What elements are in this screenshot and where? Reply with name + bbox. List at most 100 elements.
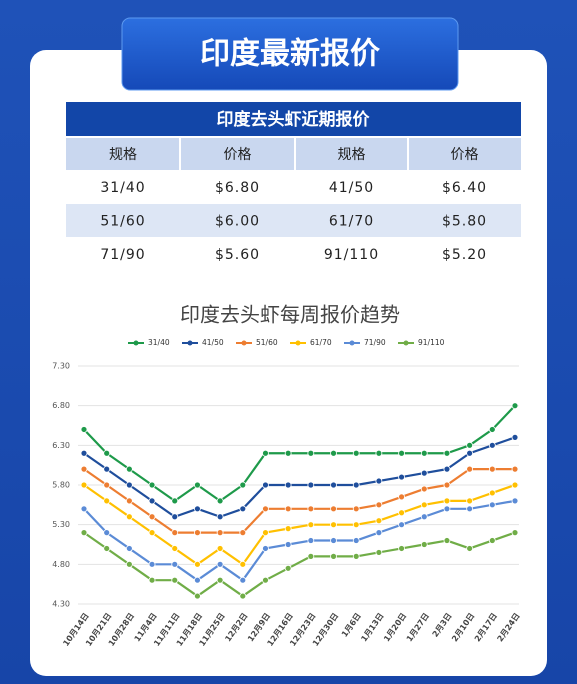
point: [239, 481, 247, 489]
point: [330, 521, 337, 529]
series-line: [83, 468, 515, 534]
point: [262, 449, 269, 457]
point: [103, 497, 111, 505]
point: [511, 465, 519, 473]
point: [171, 513, 179, 521]
cell: 71/90: [100, 247, 145, 263]
point: [103, 465, 111, 473]
legend-marker: [295, 340, 301, 346]
point: [80, 529, 88, 536]
point: [443, 449, 451, 457]
point: [171, 576, 179, 584]
legend-marker: [133, 340, 139, 346]
point: [352, 505, 360, 513]
y-tick-label: 5.80: [52, 481, 70, 490]
legend-label: 51/60: [256, 338, 278, 347]
point: [420, 449, 428, 457]
cell: 31/40: [100, 180, 145, 196]
point: [488, 537, 496, 544]
point: [262, 576, 269, 584]
point: [216, 529, 224, 536]
row-bg: [66, 204, 521, 237]
point: [466, 505, 474, 513]
point: [307, 553, 315, 560]
table-header-bg: [66, 138, 521, 170]
point: [488, 501, 496, 509]
point: [125, 465, 133, 473]
point: [443, 481, 451, 489]
cell: $5.20: [442, 247, 487, 263]
point: [330, 537, 337, 544]
point: [466, 497, 474, 505]
point: [194, 505, 201, 513]
point: [80, 481, 88, 489]
point: [420, 501, 428, 509]
point: [103, 529, 111, 536]
legend-label: 31/40: [148, 338, 170, 347]
point: [375, 449, 383, 457]
series-line: [83, 483, 516, 566]
point: [307, 521, 315, 529]
legend-marker: [241, 340, 247, 346]
point: [171, 545, 179, 552]
banner: [121, 17, 459, 91]
point: [148, 529, 156, 536]
point: [125, 481, 133, 489]
point: [352, 449, 360, 457]
point: [239, 529, 247, 536]
point: [125, 560, 133, 568]
point: [398, 449, 405, 457]
point: [420, 541, 428, 548]
point: [307, 449, 315, 457]
legend-marker: [187, 340, 193, 346]
legend-label: 71/90: [364, 338, 386, 347]
point: [80, 505, 88, 513]
point: [216, 497, 224, 505]
point: [284, 525, 292, 533]
point: [511, 481, 519, 489]
point: [511, 402, 519, 410]
point: [398, 521, 405, 529]
point: [420, 485, 428, 493]
y-tick-label: 4.80: [52, 560, 70, 569]
legend-label: 41/50: [202, 338, 224, 347]
chart-title: 印度去头虾每周报价趋势: [180, 303, 400, 327]
point: [171, 560, 179, 568]
series-line: [83, 499, 516, 582]
point: [80, 449, 88, 457]
point: [398, 545, 405, 552]
point: [375, 477, 383, 485]
point: [488, 489, 496, 497]
point: [194, 560, 201, 568]
y-tick-label: 6.30: [52, 441, 70, 450]
point: [352, 481, 360, 489]
point: [330, 553, 337, 560]
point: [125, 545, 133, 552]
series-line: [83, 436, 516, 518]
point: [466, 465, 474, 473]
table-title-bg: [66, 102, 521, 136]
cell: 91/110: [324, 247, 379, 263]
column-header: 规格: [338, 147, 366, 163]
point: [466, 449, 474, 457]
legend-label: 91/110: [418, 338, 445, 347]
point: [80, 426, 88, 433]
point: [148, 481, 156, 489]
point: [239, 576, 247, 584]
point: [375, 501, 383, 509]
point: [194, 529, 201, 536]
point: [420, 469, 428, 477]
point: [375, 517, 383, 525]
point: [284, 564, 292, 572]
point: [352, 553, 360, 560]
cell: 41/50: [329, 180, 374, 196]
point: [352, 537, 360, 544]
point: [466, 545, 474, 552]
cell: 51/60: [100, 214, 145, 230]
point: [148, 497, 156, 505]
point: [80, 465, 88, 473]
point: [398, 473, 405, 481]
point: [262, 529, 269, 536]
point: [511, 433, 519, 441]
point: [216, 545, 224, 552]
